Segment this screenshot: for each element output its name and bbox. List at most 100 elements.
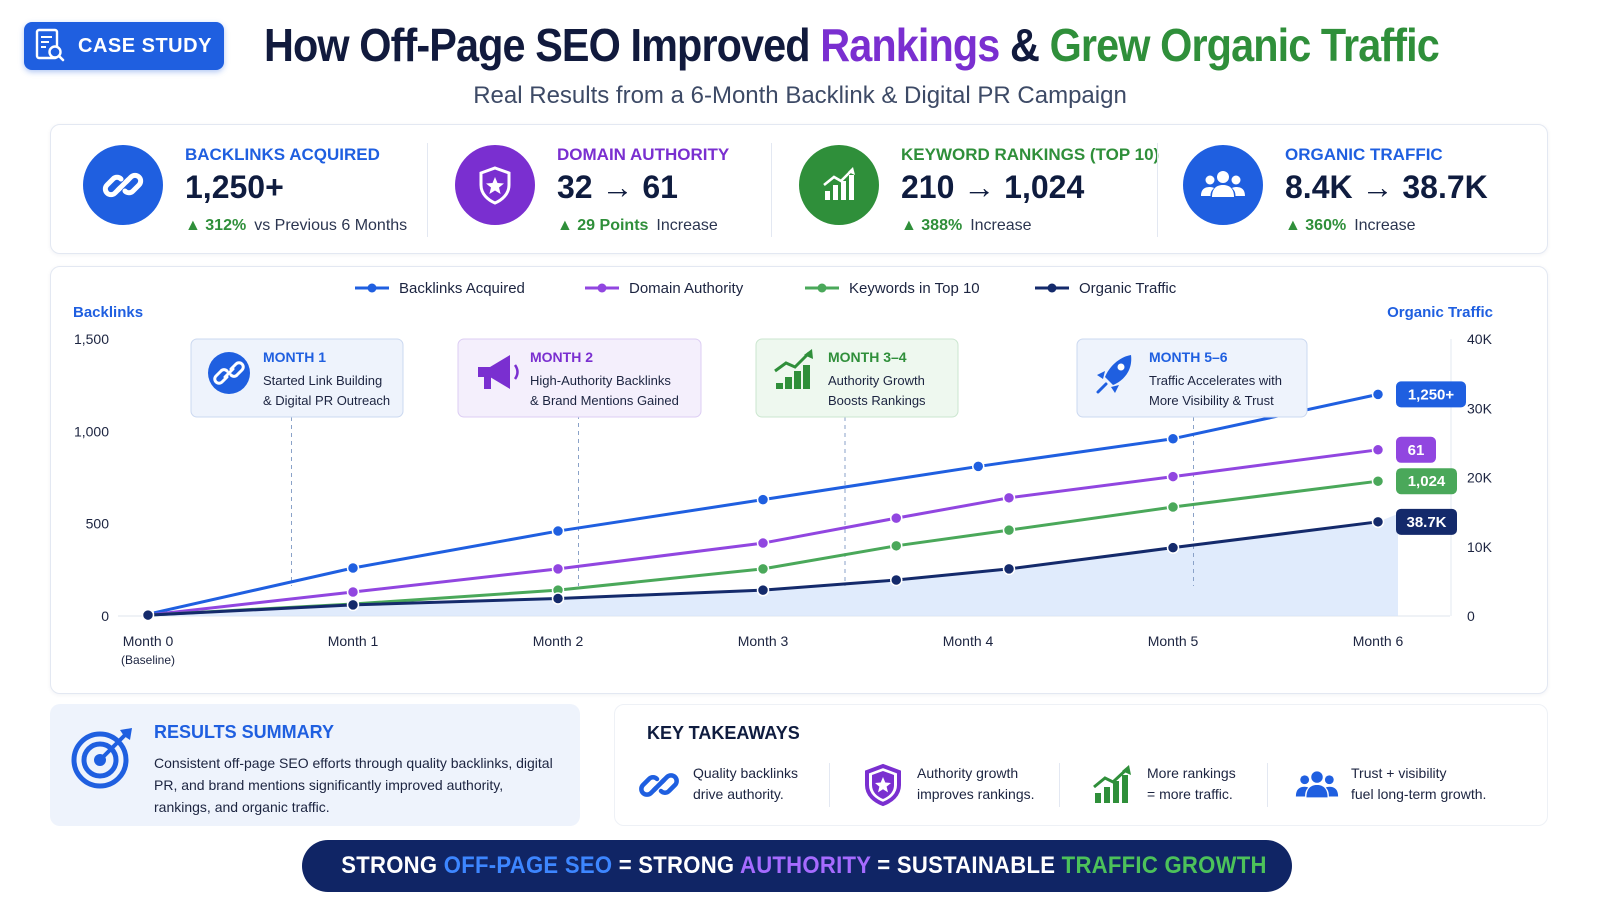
end-value-label-bg — [1396, 436, 1436, 463]
x-tick-label: Month 4 — [943, 633, 994, 649]
shield-star-icon — [865, 763, 901, 807]
series-point — [346, 561, 360, 575]
rocket-fins — [1097, 371, 1119, 393]
chart-panel: 0 500 1,000 1,500 0 10K 20K 30K 40K Backlinks Orga… — [50, 266, 1548, 694]
annotation-title: MONTH 3–4 — [828, 349, 907, 365]
organic-traffic-area — [148, 513, 1398, 616]
series-point — [1166, 470, 1180, 483]
summary-text: Consistent off-page SEO efforts through … — [154, 755, 553, 815]
takeaway-line-2: improves rankings. — [917, 786, 1035, 802]
kpi-change-pct: ▲ 29 Points — [557, 217, 649, 234]
takeaway-line-2: = more traffic. — [1147, 786, 1233, 802]
end-value-label: 38.7K — [1406, 514, 1446, 531]
end-value-label-bg — [1396, 508, 1457, 535]
title-part-2: Rankings — [820, 19, 1000, 71]
series-point — [346, 585, 360, 599]
takeaway-text: Trust + visibility fuel long-term growth. — [1351, 763, 1531, 805]
banner-part-3: = STRONG — [612, 852, 741, 879]
takeaway-line-1: Trust + visibility — [1351, 765, 1447, 781]
banner-part-6: TRAFFIC GROWTH — [1061, 852, 1267, 879]
annotation-line-1: Authority Growth — [828, 373, 925, 388]
takeaway-item: Quality backlinks drive authority. — [637, 757, 837, 813]
y-right-tick-label: 10K — [1467, 539, 1493, 555]
kpi-change: ▲ 312% vs Previous 6 Months — [185, 217, 407, 235]
x-tick-label: Month 6 — [1353, 633, 1404, 649]
legend-swatch-dot — [817, 283, 827, 293]
rocket-icon — [1105, 355, 1132, 385]
series-point — [1002, 523, 1016, 537]
takeaway-divider — [829, 763, 830, 807]
x-tick-label: Month 0 — [123, 633, 174, 649]
banner-text: STRONG OFF-PAGE SEO = STRONG AUTHORITY =… — [341, 852, 1266, 880]
y-left-tick-label: 1,000 — [74, 423, 109, 439]
series-point — [1166, 500, 1180, 514]
kpi-organic-traffic: ORGANIC TRAFFIC 8.4K → 38.7K ▲ 360% Incre… — [1151, 125, 1547, 255]
series-point — [346, 598, 360, 612]
kpi-change-text: vs Previous 6 Months — [254, 217, 408, 234]
series-point — [890, 539, 903, 553]
annotation-line-1: Traffic Accelerates with — [1149, 373, 1282, 388]
legend-swatch-dot — [597, 283, 607, 293]
takeaway-item: More rankings = more traffic. — [1091, 757, 1291, 813]
x-tick-label: Month 5 — [1148, 633, 1199, 649]
series-point — [1371, 443, 1385, 457]
takeaway-line-1: Authority growth — [917, 765, 1019, 781]
kpi-change-text: Increase — [1354, 217, 1416, 234]
kpi-change-pct: ▲ 388% — [901, 217, 963, 234]
series-line-3 — [147, 520, 1379, 617]
series-point — [756, 493, 770, 506]
takeaway-line-1: Quality backlinks — [693, 765, 799, 781]
end-value-label: 61 — [1408, 442, 1425, 459]
users-icon — [1183, 145, 1263, 225]
kpi-value: 1,250+ — [185, 169, 284, 205]
kpi-divider — [1157, 143, 1158, 237]
y-right-tick-label: 20K — [1467, 470, 1493, 486]
kpi-change-text: Increase — [970, 217, 1032, 234]
y-right-tick-label: 40K — [1467, 331, 1493, 347]
series-point — [551, 592, 565, 605]
growth-chart-arrow — [804, 349, 813, 359]
banner-part-4: AUTHORITY — [740, 852, 871, 879]
title-part-3: & — [999, 19, 1050, 71]
badge-label: CASE STUDY — [78, 34, 212, 57]
takeaway-divider — [1059, 763, 1060, 807]
takeaway-item: Authority growth improves rankings. — [861, 757, 1061, 813]
growth-chart-icon — [774, 351, 811, 373]
annotation-line-2: & Digital PR Outreach — [263, 393, 390, 408]
key-takeaways: KEY TAKEAWAYS Quality backlinks drive aut… — [614, 704, 1548, 826]
annotation-box — [1076, 338, 1308, 418]
annotation-box — [457, 338, 702, 418]
legend-label: Backlinks Acquired — [399, 280, 525, 297]
series-point — [551, 562, 565, 576]
series-point — [1002, 491, 1016, 505]
growth-chart-icon — [799, 145, 879, 225]
takeaway-line-1: More rankings — [1147, 765, 1236, 781]
takeaway-item: Trust + visibility fuel long-term growth. — [1295, 757, 1535, 813]
series-point — [1371, 388, 1385, 401]
megaphone-icon — [478, 355, 510, 389]
takeaway-line-2: fuel long-term growth. — [1351, 786, 1487, 802]
series-line-2 — [147, 479, 1379, 617]
target-icon — [71, 728, 132, 789]
annotation-box — [755, 338, 959, 418]
takeaway-divider — [1267, 763, 1268, 807]
end-value-label-bg — [1396, 381, 1466, 408]
annotation-line-1: High-Authority Backlinks — [530, 373, 671, 388]
x-tick-sublabel: (Baseline) — [121, 653, 175, 667]
link-icon-glyph — [213, 361, 245, 385]
legend-label: Keywords in Top 10 — [849, 280, 980, 297]
legend-label: Organic Traffic — [1079, 280, 1177, 297]
kpi-panel: BACKLINKS ACQUIRED 1,250+ ▲ 312% vs Previ… — [50, 124, 1548, 254]
takeaway-text: More rankings = more traffic. — [1147, 763, 1307, 805]
megaphone-handle — [484, 377, 491, 389]
kpi-change-pct: ▲ 312% — [185, 217, 247, 234]
series-point — [890, 573, 903, 587]
kpi-change-pct: ▲ 360% — [1285, 217, 1347, 234]
takeaway-text: Authority growth improves rankings. — [917, 763, 1077, 805]
kpi-change: ▲ 388% Increase — [901, 217, 1032, 235]
document-search-icon — [35, 28, 65, 62]
y-left-tick-label: 500 — [86, 516, 110, 532]
end-value-label: 1,024 — [1408, 473, 1446, 490]
legend-swatch-dot — [367, 283, 377, 293]
users-icon — [1295, 771, 1339, 798]
